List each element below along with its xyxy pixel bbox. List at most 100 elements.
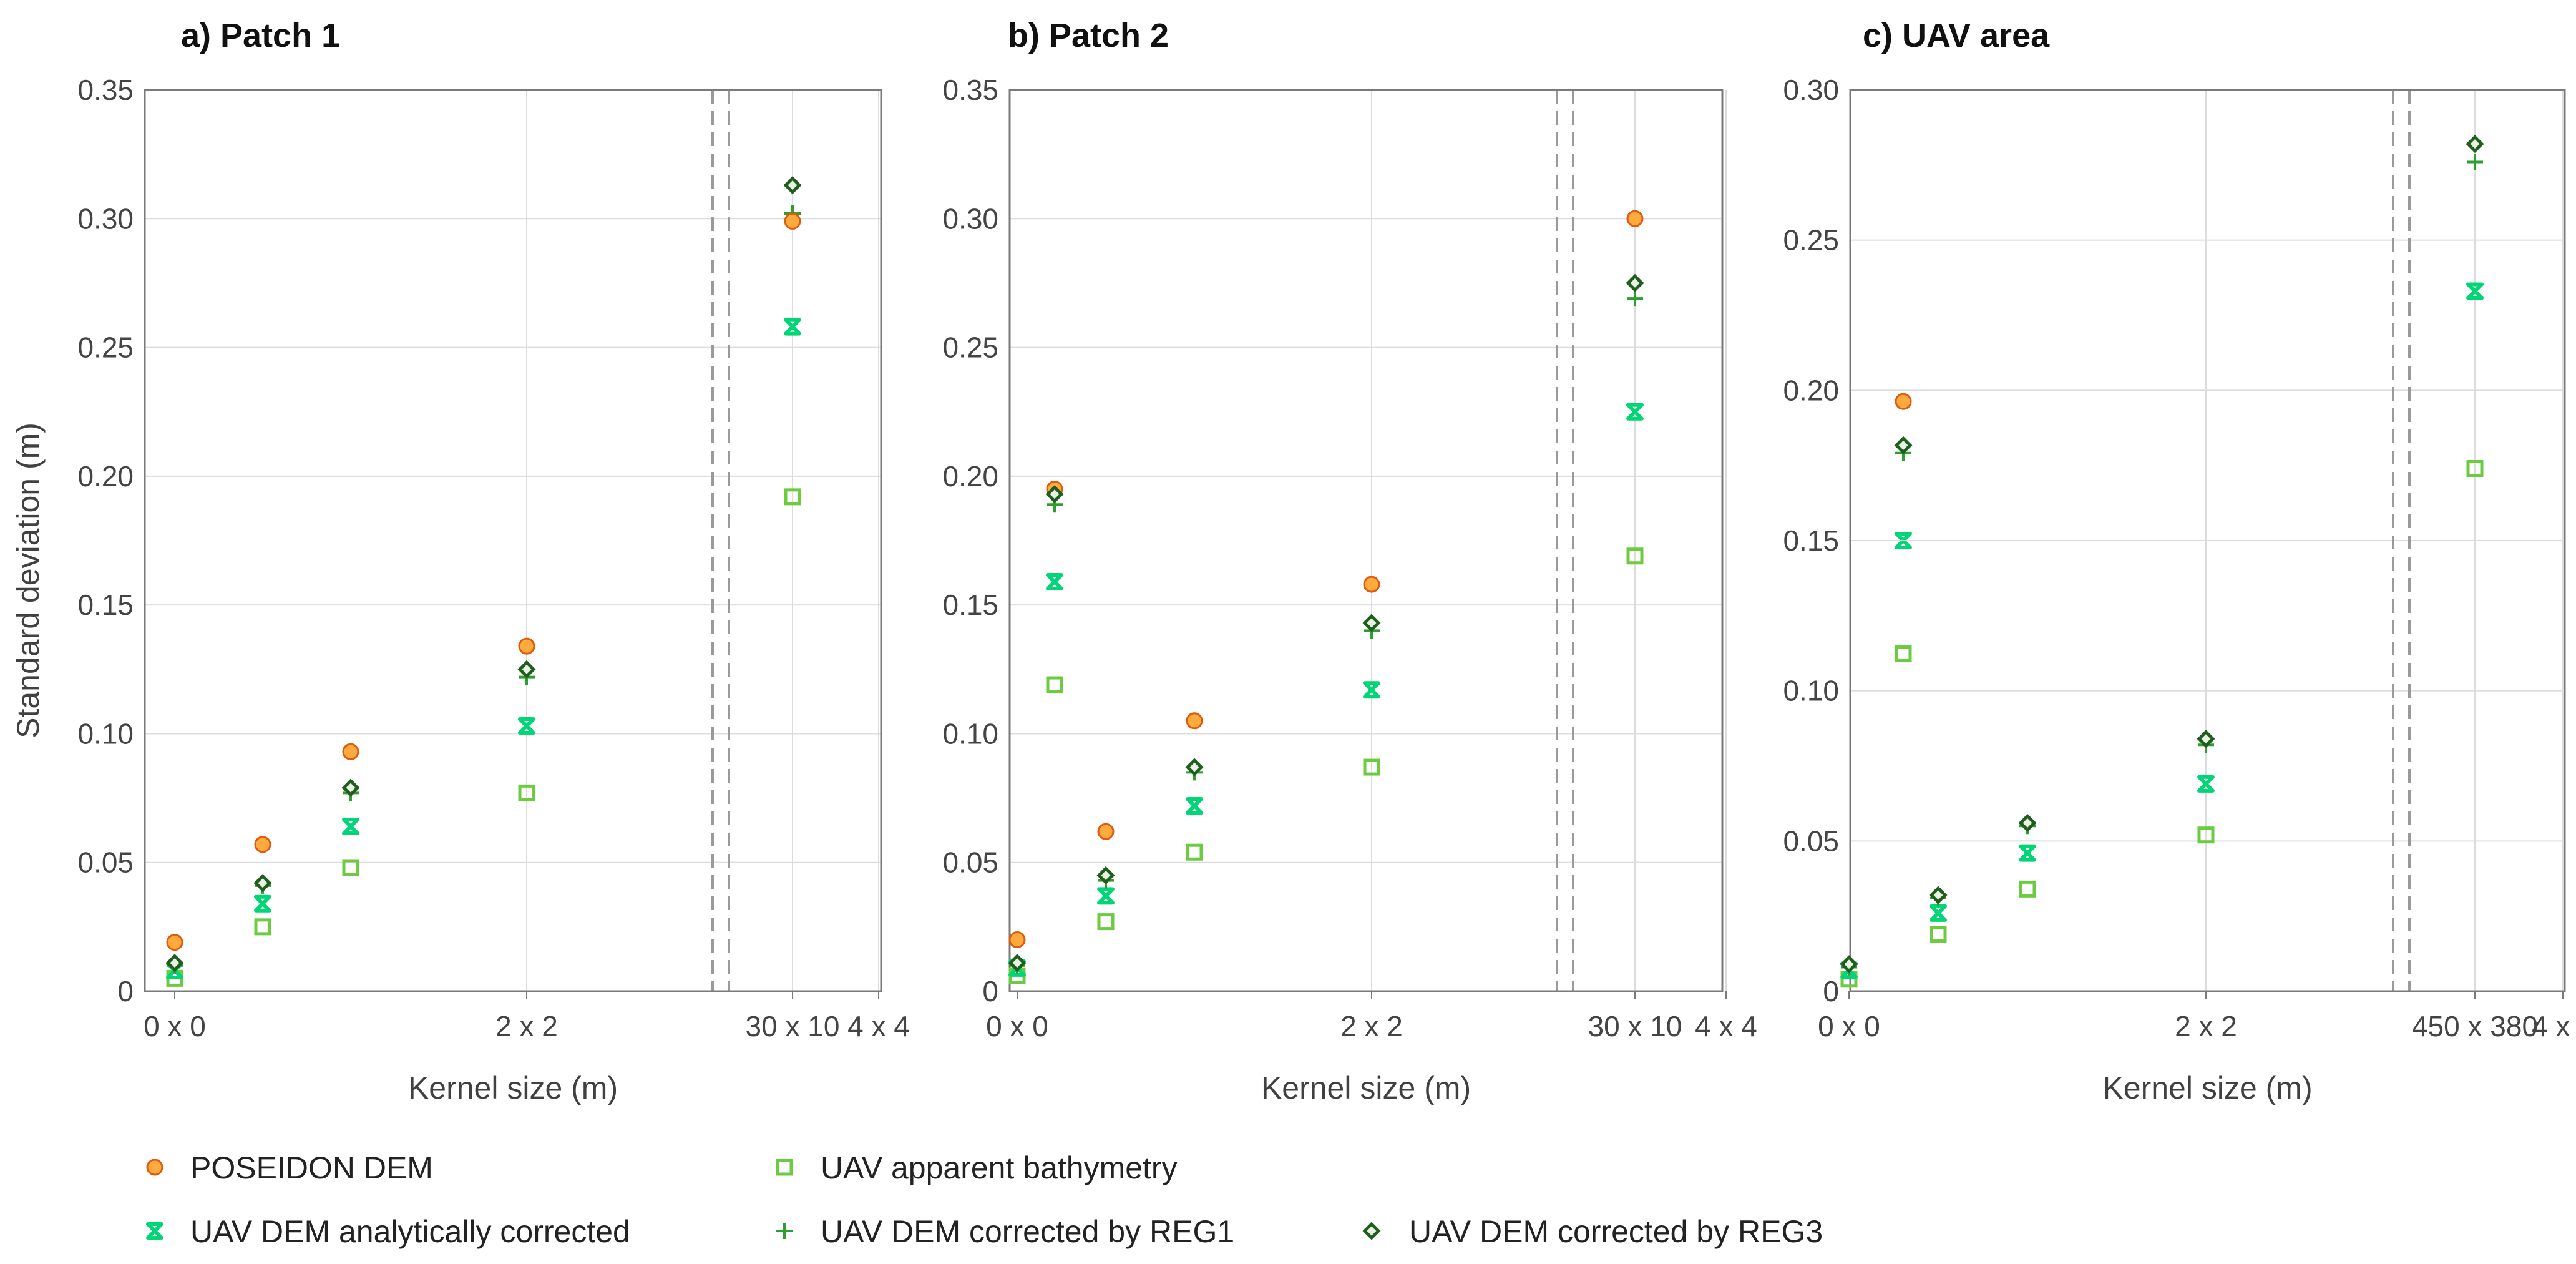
point-poseidon xyxy=(1097,823,1115,840)
point-reg3 xyxy=(1626,273,1644,292)
point-reg1 xyxy=(1627,290,1643,307)
point-apparent xyxy=(1626,547,1644,565)
point-analytic xyxy=(784,318,801,336)
y-axis-label: Standard deviation (m) xyxy=(11,423,46,738)
y-tick-label: 0.15 xyxy=(77,589,134,621)
plot-frame xyxy=(1008,89,1724,992)
y-tick-label: 0.25 xyxy=(1783,224,1839,257)
legend-label: UAV apparent bathymetry xyxy=(821,1150,1178,1185)
y-tick-label: 0.35 xyxy=(942,74,998,106)
legend-item-reg3: UAV DEM corrected by REG3 xyxy=(1362,1214,1823,1249)
point-poseidon xyxy=(1363,576,1380,593)
panel-2: 0 0.05 0.10 0.15 0.20 0.25 0.30 0.35 0 x 0 2 x 2 4… xyxy=(942,17,1913,1105)
point-poseidon xyxy=(1008,931,1026,948)
y-tick-label: 0.30 xyxy=(942,202,998,235)
x-tick-label: 2 x 2 xyxy=(1340,1010,1403,1042)
point-reg3 xyxy=(1185,758,1204,777)
point-poseidon xyxy=(784,212,801,230)
point-apparent xyxy=(1046,676,1063,693)
panel-3: 0 0.05 0.10 0.15 0.20 0.25 0.30 0 x 0 2 x 2 4 x 4… xyxy=(1783,17,2576,1105)
point-reg3 xyxy=(1894,436,1913,454)
point-apparent xyxy=(1895,645,1912,663)
point-poseidon xyxy=(1186,712,1203,730)
x-tick-label: 4 x 4 xyxy=(2532,1010,2576,1042)
legend-item-poseidon: POSEIDON DEM xyxy=(146,1150,433,1185)
panel-1: 0 0.05 0.10 0.15 0.20 0.25 0.30 0.35 0 x 0 2 x 2 4… xyxy=(77,17,1064,1105)
panel-title: c) UAV area xyxy=(1863,17,2050,54)
y-tick-label: 0.05 xyxy=(1783,825,1839,857)
x-tick-label: 0 x 0 xyxy=(144,1010,206,1042)
y-tick-label: 0.30 xyxy=(1783,74,1839,106)
point-analytic xyxy=(2197,775,2215,793)
panel-title: b) Patch 2 xyxy=(1008,17,1169,54)
legend-label: POSEIDON DEM xyxy=(190,1150,433,1185)
point-apparent xyxy=(342,859,359,876)
legend-marker-analytic xyxy=(146,1222,163,1240)
point-poseidon xyxy=(254,836,271,853)
x-tick-label: 4 x 4 xyxy=(1695,1010,1757,1042)
point-analytic xyxy=(2466,282,2484,300)
point-reg3 xyxy=(1840,955,1858,974)
legend-marker-reg1 xyxy=(776,1223,793,1239)
point-apparent xyxy=(1186,843,1203,861)
y-tick-label: 0.25 xyxy=(942,331,998,364)
point-reg3 xyxy=(2466,135,2484,154)
legend-marker-apparent xyxy=(776,1159,793,1176)
x-tick-label: 2 x 2 xyxy=(2175,1010,2237,1042)
legend-label: UAV DEM corrected by REG1 xyxy=(821,1214,1234,1249)
x-tick-label: 30 x 10 xyxy=(746,1010,840,1042)
point-reg3 xyxy=(517,660,536,679)
x-tick-label: 4 x 4 xyxy=(847,1010,910,1042)
y-tick-label: 0 xyxy=(117,975,134,1007)
y-tick-label: 0.20 xyxy=(942,460,998,492)
point-apparent xyxy=(784,488,801,506)
point-analytic xyxy=(1097,887,1115,905)
x-axis-label: Kernel size (m) xyxy=(2102,1070,2312,1105)
x-axis-label: Kernel size (m) xyxy=(408,1070,618,1105)
y-tick-label: 0.20 xyxy=(77,460,134,492)
plot-frame xyxy=(1849,89,2566,992)
point-analytic xyxy=(1363,681,1380,699)
x-tick-label: 450 x 380 xyxy=(2412,1010,2538,1042)
x-axis-label: Kernel size (m) xyxy=(1261,1070,1471,1105)
point-poseidon xyxy=(518,637,535,655)
y-tick-label: 0.30 xyxy=(77,202,134,235)
y-tick-label: 0.15 xyxy=(1783,524,1839,557)
point-reg3 xyxy=(1096,866,1115,884)
point-apparent xyxy=(1097,913,1115,931)
x-tick-label: 2 x 2 xyxy=(495,1010,558,1042)
y-tick-label: 0.10 xyxy=(77,717,134,750)
point-apparent xyxy=(2019,880,2036,898)
point-reg3 xyxy=(1008,954,1027,972)
y-tick-label: 0.20 xyxy=(1783,374,1839,406)
point-analytic xyxy=(1930,904,1947,922)
point-apparent xyxy=(254,918,271,936)
point-poseidon xyxy=(342,743,359,760)
point-reg3 xyxy=(1929,886,1948,904)
point-poseidon xyxy=(1895,393,1912,410)
point-analytic xyxy=(2019,844,2036,862)
point-apparent xyxy=(1930,926,1947,943)
y-tick-label: 0 xyxy=(1823,975,1839,1007)
point-poseidon xyxy=(1626,210,1644,227)
point-analytic xyxy=(1046,573,1063,591)
legend-item-reg1: UAV DEM corrected by REG1 xyxy=(776,1214,1234,1249)
point-reg3 xyxy=(341,778,360,797)
point-reg1 xyxy=(2467,154,2483,170)
point-analytic xyxy=(518,717,535,735)
point-analytic xyxy=(1186,796,1203,815)
panel-title: a) Patch 1 xyxy=(181,17,340,54)
legend-label: UAV DEM corrected by REG3 xyxy=(1409,1214,1823,1249)
point-poseidon xyxy=(166,934,183,951)
y-tick-label: 0 xyxy=(982,975,998,1007)
point-reg3 xyxy=(165,954,184,972)
x-tick-label: 0 x 0 xyxy=(986,1010,1048,1042)
legend-marker-poseidon xyxy=(146,1159,163,1176)
x-tick-label: 0 x 0 xyxy=(1818,1010,1880,1042)
y-tick-label: 0.15 xyxy=(942,589,998,621)
point-analytic xyxy=(254,894,271,913)
legend-label: UAV DEM analytically corrected xyxy=(190,1214,630,1249)
point-apparent xyxy=(518,784,535,801)
y-tick-label: 0.35 xyxy=(77,74,134,106)
